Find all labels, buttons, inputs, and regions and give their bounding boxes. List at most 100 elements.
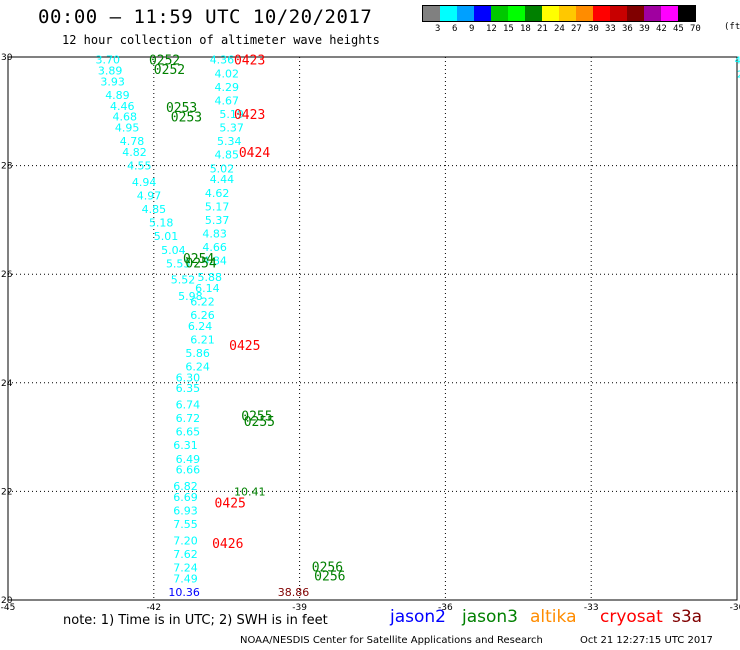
time-label: 0424	[239, 146, 270, 161]
legend-swatch	[559, 6, 576, 21]
swh-value: 7.24	[173, 561, 198, 574]
x-tick-label: -42	[146, 603, 161, 613]
legend-swatch	[525, 6, 542, 21]
swh-value: 5.02	[210, 162, 235, 175]
legend-label: 39	[639, 24, 650, 34]
swh-value: 7.20	[173, 534, 198, 547]
swh-value: 6.24	[185, 361, 210, 374]
swh-value: 5.52	[171, 274, 196, 287]
swh-value: 4.89	[105, 89, 130, 102]
swh-value: 6.22	[190, 295, 215, 308]
swh-value: 4.46	[110, 100, 135, 113]
swh-value: 6.31	[173, 439, 198, 452]
swh-value: 5.19	[219, 108, 244, 121]
legend-swatch	[610, 6, 627, 21]
swh-value: 6.14	[195, 282, 220, 295]
legend-label: 30	[588, 24, 599, 34]
legend-label: 27	[571, 24, 582, 34]
legend-label: 36	[622, 24, 633, 34]
legend-label: 3	[435, 24, 441, 34]
time-label: 0255	[244, 415, 275, 430]
legend-label: 15	[503, 24, 514, 34]
y-tick-label: 22	[1, 487, 12, 497]
y-tick-label: 24	[1, 379, 13, 389]
legend-swatch	[576, 6, 593, 21]
swh-value: 7.62	[173, 548, 198, 561]
swh-value: 4.29	[215, 81, 240, 94]
time-label: 0253	[171, 111, 202, 126]
swh-value: 10.41	[234, 485, 265, 498]
x-tick-label: -33	[584, 603, 599, 613]
legend-swatch	[644, 6, 661, 21]
time-label: 0425	[229, 339, 260, 354]
swh-value: 6.65	[176, 426, 201, 439]
swh-value: 5.53	[166, 257, 191, 270]
satellite-s3a: s3a	[672, 607, 703, 627]
legend-label: 70	[690, 24, 701, 34]
legend-label: 42	[656, 24, 667, 34]
legend-color-bar	[422, 5, 696, 22]
legend-swatch	[678, 6, 695, 21]
credit-line: NOAA/NESDIS Center for Satellite Applica…	[240, 635, 543, 646]
map-frame	[7, 56, 738, 601]
swh-value: 6.72	[176, 412, 201, 425]
swh-value: 3.70	[95, 54, 120, 67]
swh-value: 5.86	[185, 347, 210, 360]
time-label: 0423	[234, 54, 265, 69]
swh-value: 6.66	[176, 464, 201, 477]
legend-swatch	[491, 6, 508, 21]
swh-value: 5.37	[205, 214, 230, 227]
legend-label: 9	[469, 24, 475, 34]
legend-swatch	[593, 6, 610, 21]
satellite-altika: altika	[530, 607, 577, 627]
y-tick-label: 26	[1, 270, 13, 280]
y-tick-label: 20	[1, 596, 13, 606]
swh-value: 6.26	[190, 309, 215, 322]
time-label: 0252	[154, 63, 185, 78]
legend-label: 18	[520, 24, 531, 34]
time-label: 0254	[183, 252, 214, 267]
time-label: 0255	[241, 409, 272, 424]
swh-value: 6.24	[188, 320, 213, 333]
swh-value: 4.82	[122, 146, 146, 159]
swh-value: 6.82	[173, 480, 198, 493]
swh-value: 5.04	[161, 244, 186, 257]
x-tick-label: -39	[292, 603, 307, 613]
map-title: 00:00 – 11:59 UTC 10/20/2017	[38, 6, 373, 28]
swh-value: 4.78	[120, 135, 145, 148]
swh-value: 4.55	[127, 160, 152, 173]
time-label: 0423	[234, 108, 265, 123]
y-tick-label: 28	[1, 162, 13, 172]
swh-value: 4.66	[202, 241, 227, 254]
time-label: 0425	[215, 496, 246, 511]
swh-value: 4.44	[210, 173, 235, 186]
legend-label: 6	[452, 24, 458, 34]
swh-value: 7.55	[173, 518, 198, 531]
swh-value: 4.83	[202, 227, 227, 240]
legend-swatch	[457, 6, 474, 21]
swh-value: 10.36	[168, 586, 200, 599]
swh-value: 5.34	[217, 135, 242, 148]
swh-value: 6.69	[173, 491, 198, 504]
swh-value: 6.30	[176, 371, 201, 384]
time-label: 0254	[185, 256, 216, 271]
timestamp: Oct 21 12:27:15 UTC 2017	[580, 635, 713, 646]
swh-value: 4.94	[132, 176, 157, 189]
satellite-jason3: jason3	[462, 607, 518, 627]
swh-value: 6.21	[190, 333, 215, 346]
legend-label: 24	[554, 24, 565, 34]
swh-value: 4.68	[112, 111, 136, 124]
legend-label: 33	[605, 24, 616, 34]
edge-swh-value: 2	[737, 69, 740, 80]
legend-unit: (ft)	[724, 22, 740, 32]
swh-value: 4.02	[215, 67, 240, 80]
time-label: 0256	[314, 570, 345, 585]
swh-value: 5.88	[198, 271, 223, 284]
x-tick-label: -45	[1, 603, 16, 613]
legend-swatch	[661, 6, 678, 21]
swh-value: 5.37	[219, 122, 244, 135]
swh-value: 3.89	[98, 65, 123, 78]
legend-swatch	[440, 6, 457, 21]
